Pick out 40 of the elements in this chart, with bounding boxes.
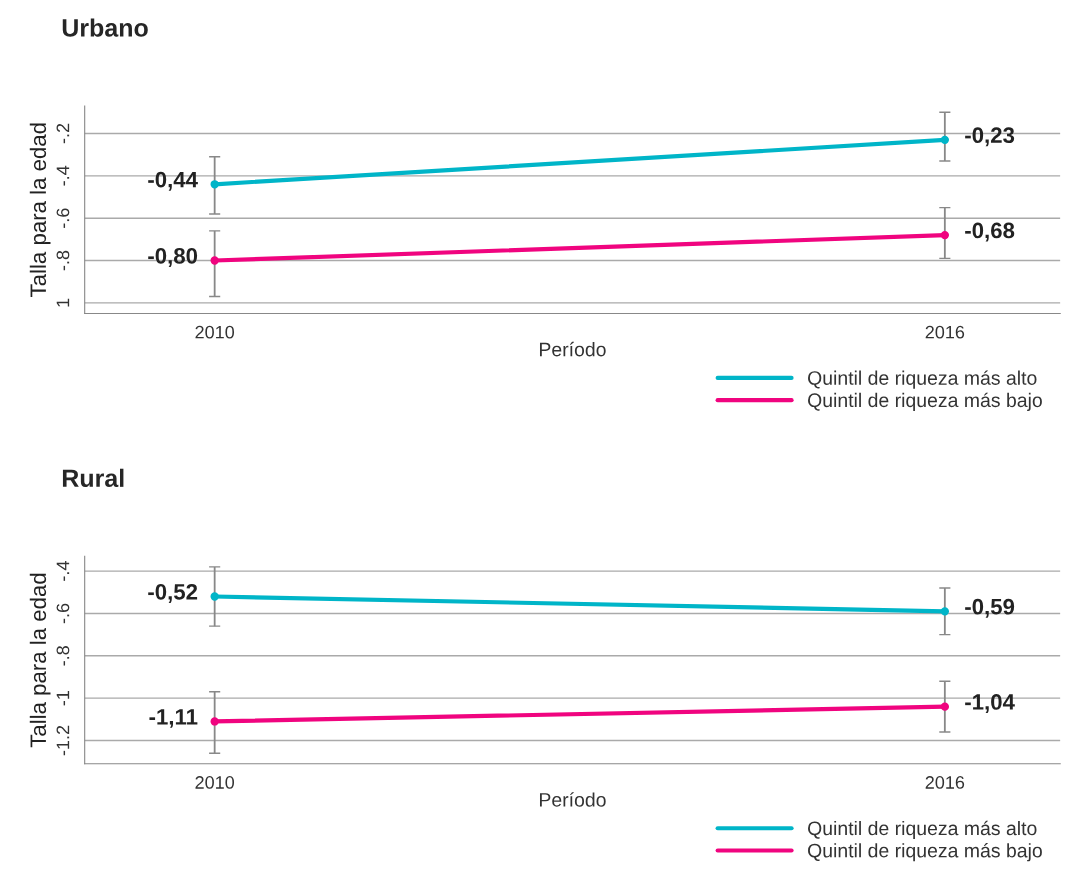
legend-label: Quintil de riqueza más alto: [808, 820, 1037, 840]
data-label: -1,11: [149, 709, 198, 728]
x-tick-label: 2010: [195, 325, 235, 339]
y-tick-label: -1.2: [56, 725, 70, 756]
y-tick-label: -.6: [56, 208, 70, 228]
data-label: -0,68: [965, 222, 1015, 242]
point: [940, 607, 950, 616]
x-tick-label: 2016: [925, 776, 965, 789]
y-tick-label: -.4: [56, 561, 70, 581]
legend-label: Quintil de riqueza más bajo: [808, 842, 1042, 862]
x-tick-label: 2016: [925, 325, 965, 339]
point: [210, 256, 219, 265]
legend-label: Quintil de riqueza más alto: [808, 370, 1037, 389]
data-label: -1,04: [965, 694, 1015, 714]
y-axis-title: Talla para la edad: [29, 573, 51, 748]
data-label: -0,23: [965, 127, 1015, 147]
y-axis-title: Talla para la edad: [29, 123, 51, 297]
legend-label: Quintil de riqueza más bajo: [808, 392, 1042, 411]
data-label: -0,59: [965, 598, 1015, 618]
point: [210, 592, 219, 601]
y-tick-label: -.2: [56, 123, 70, 144]
y-tick-label: -1: [56, 691, 70, 706]
y-tick-label: -.8: [56, 646, 70, 666]
x-axis-title: Período: [539, 792, 606, 807]
y-tick-label: -.8: [56, 250, 70, 271]
data-label: -0,52: [148, 583, 198, 603]
x-axis-title: Período: [539, 341, 606, 357]
data-label: -0,80: [148, 247, 198, 267]
chart-title: Urbano: [62, 18, 148, 37]
point: [210, 717, 219, 726]
y-tick-label: -.6: [56, 603, 70, 624]
point: [940, 135, 950, 145]
data-label: -0,44: [148, 171, 198, 191]
point: [210, 180, 219, 189]
y-tick-label: 1: [56, 298, 70, 307]
chart-title: Rural: [62, 468, 124, 488]
y-tick-label: -.4: [56, 165, 70, 186]
point: [940, 230, 950, 240]
point: [940, 702, 950, 711]
x-tick-label: 2010: [195, 776, 235, 789]
